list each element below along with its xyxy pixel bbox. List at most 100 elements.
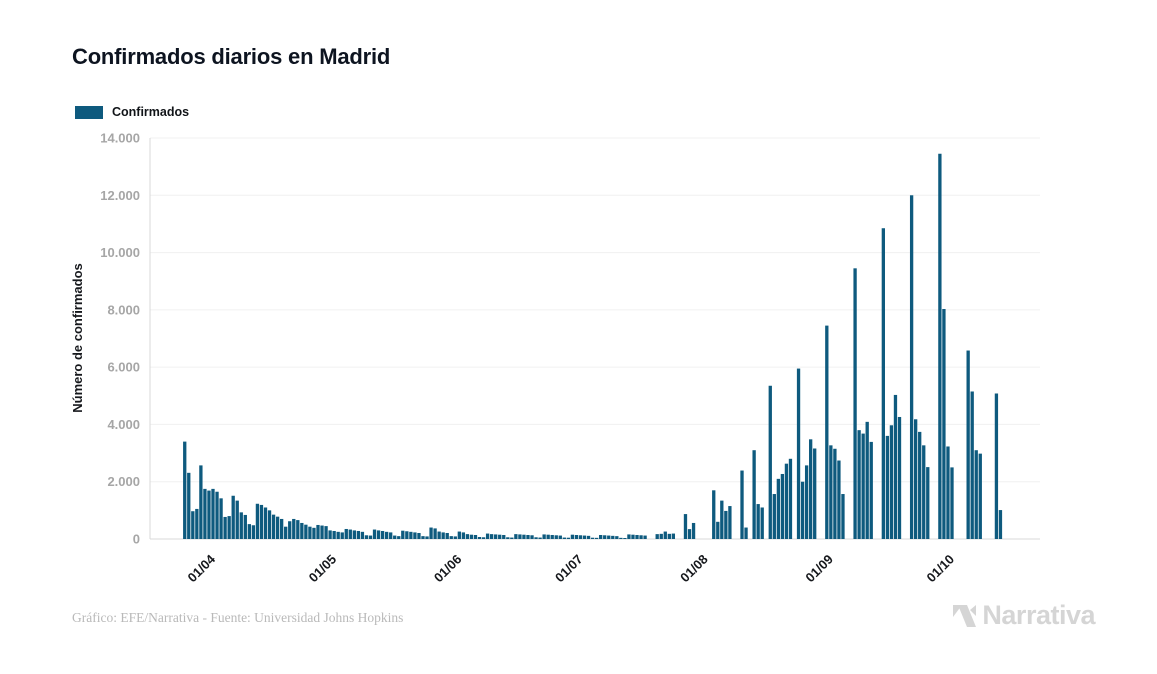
bar-12/04[interactable] [255,503,260,539]
bar-13/05[interactable] [380,530,385,539]
bar-07/07[interactable] [603,535,607,539]
bar-02/04[interactable] [215,491,219,539]
bar-10/06[interactable] [494,534,498,539]
bar-13/08[interactable] [752,450,756,539]
bar-09/05[interactable] [364,535,369,539]
bar-10/07[interactable] [615,536,619,539]
bar-23/09[interactable] [918,431,922,539]
bar-08/10[interactable] [978,453,982,539]
bar-27/08[interactable] [809,439,813,539]
bar-20/06[interactable] [534,537,538,539]
bar-29/03[interactable] [199,465,203,539]
bar-15/05[interactable] [389,532,393,539]
bar-14/04[interactable] [263,507,268,539]
bar-03/08[interactable] [712,490,716,539]
bar-16/06[interactable] [518,534,522,539]
bar-10/05[interactable] [368,535,373,539]
bar-10/09[interactable] [865,421,869,539]
bar-11/07[interactable] [619,537,623,539]
bar-15/08[interactable] [760,507,764,539]
bar-13/06[interactable] [506,537,510,539]
bar-16/09[interactable] [889,425,894,539]
bar-07/08[interactable] [728,506,732,539]
bar-28/04[interactable] [320,525,324,539]
bar-26/06[interactable] [558,535,562,539]
bar-20/05[interactable] [409,531,413,539]
bar-25/04[interactable] [308,526,312,539]
bar-25/06[interactable] [554,535,558,539]
bar-09/06[interactable] [489,534,494,539]
bar-19/04[interactable] [284,526,288,539]
bar-12/07[interactable] [623,538,627,539]
bar-01/06[interactable] [457,531,461,539]
bar-29/05[interactable] [445,532,449,539]
bar-30/06[interactable] [574,534,579,539]
bar-18/08[interactable] [772,494,776,539]
bar-31/05[interactable] [453,536,457,539]
bar-21/09[interactable] [909,195,914,540]
bar-08/09[interactable] [857,430,861,539]
bar-11/05[interactable] [372,529,377,539]
bar-02/05[interactable] [336,531,340,539]
bar-11/08[interactable] [744,527,748,539]
bar-29/04[interactable] [324,526,328,539]
bar-20/07[interactable] [655,534,659,539]
bar-19/08[interactable] [776,478,781,539]
bar-05/07[interactable] [594,537,599,539]
bar-30/04[interactable] [328,530,332,539]
bar-24/06[interactable] [550,534,554,539]
bar-04/05[interactable] [344,528,348,539]
bar-28/07[interactable] [687,529,692,539]
bar-03/09[interactable] [837,460,841,539]
bar-07/09[interactable] [853,268,857,539]
bar-17/08[interactable] [768,385,772,539]
bar-15/09[interactable] [885,435,890,539]
bar-22/09[interactable] [914,419,918,539]
bar-21/08[interactable] [784,463,789,539]
bar-07/05[interactable] [356,530,361,539]
bar-25/08[interactable] [800,481,805,539]
bar-11/06[interactable] [498,534,502,539]
bar-21/05[interactable] [413,532,417,539]
bar-13/07[interactable] [627,534,631,539]
bar-05/08[interactable] [720,500,724,539]
bar-28/06[interactable] [566,537,571,539]
bar-07/06[interactable] [481,537,486,539]
bar-02/09[interactable] [833,448,837,539]
bar-16/07[interactable] [639,535,643,539]
bar-21/04[interactable] [292,518,296,539]
bar-23/05[interactable] [421,536,425,539]
bar-29/09[interactable] [942,309,946,539]
bar-24/04[interactable] [304,524,308,539]
bar-26/03[interactable] [187,472,191,539]
bar-09/04[interactable] [243,514,247,539]
bar-14/09[interactable] [881,228,885,540]
bar-03/04[interactable] [219,498,223,539]
bar-14/06[interactable] [510,537,514,539]
bar-01/10[interactable] [950,467,954,539]
bar-21/07[interactable] [659,533,663,539]
bar-04/09[interactable] [841,494,845,539]
bar-14/08[interactable] [756,504,760,539]
bar-30/09[interactable] [946,446,950,539]
bar-16/04[interactable] [271,514,276,539]
bar-04/06[interactable] [469,534,474,539]
bar-28/08[interactable] [813,448,817,539]
bar-05/04[interactable] [227,516,231,539]
bar-12/10[interactable] [994,393,999,539]
bar-17/04[interactable] [275,516,280,539]
bar-14/05[interactable] [384,531,389,539]
bar-24/05[interactable] [425,536,429,539]
bar-16/05[interactable] [393,535,397,539]
bar-18/06[interactable] [526,534,530,539]
bar-15/04[interactable] [267,510,272,539]
bar-05/10[interactable] [966,350,970,539]
bar-04/04[interactable] [223,516,227,539]
bar-19/05[interactable] [405,531,409,539]
bar-21/06[interactable] [538,537,542,539]
bar-18/04[interactable] [279,518,284,539]
bar-01/07[interactable] [578,535,583,539]
bar-10/04[interactable] [247,524,251,539]
bar-26/08[interactable] [804,465,809,539]
bar-27/03[interactable] [191,511,195,539]
